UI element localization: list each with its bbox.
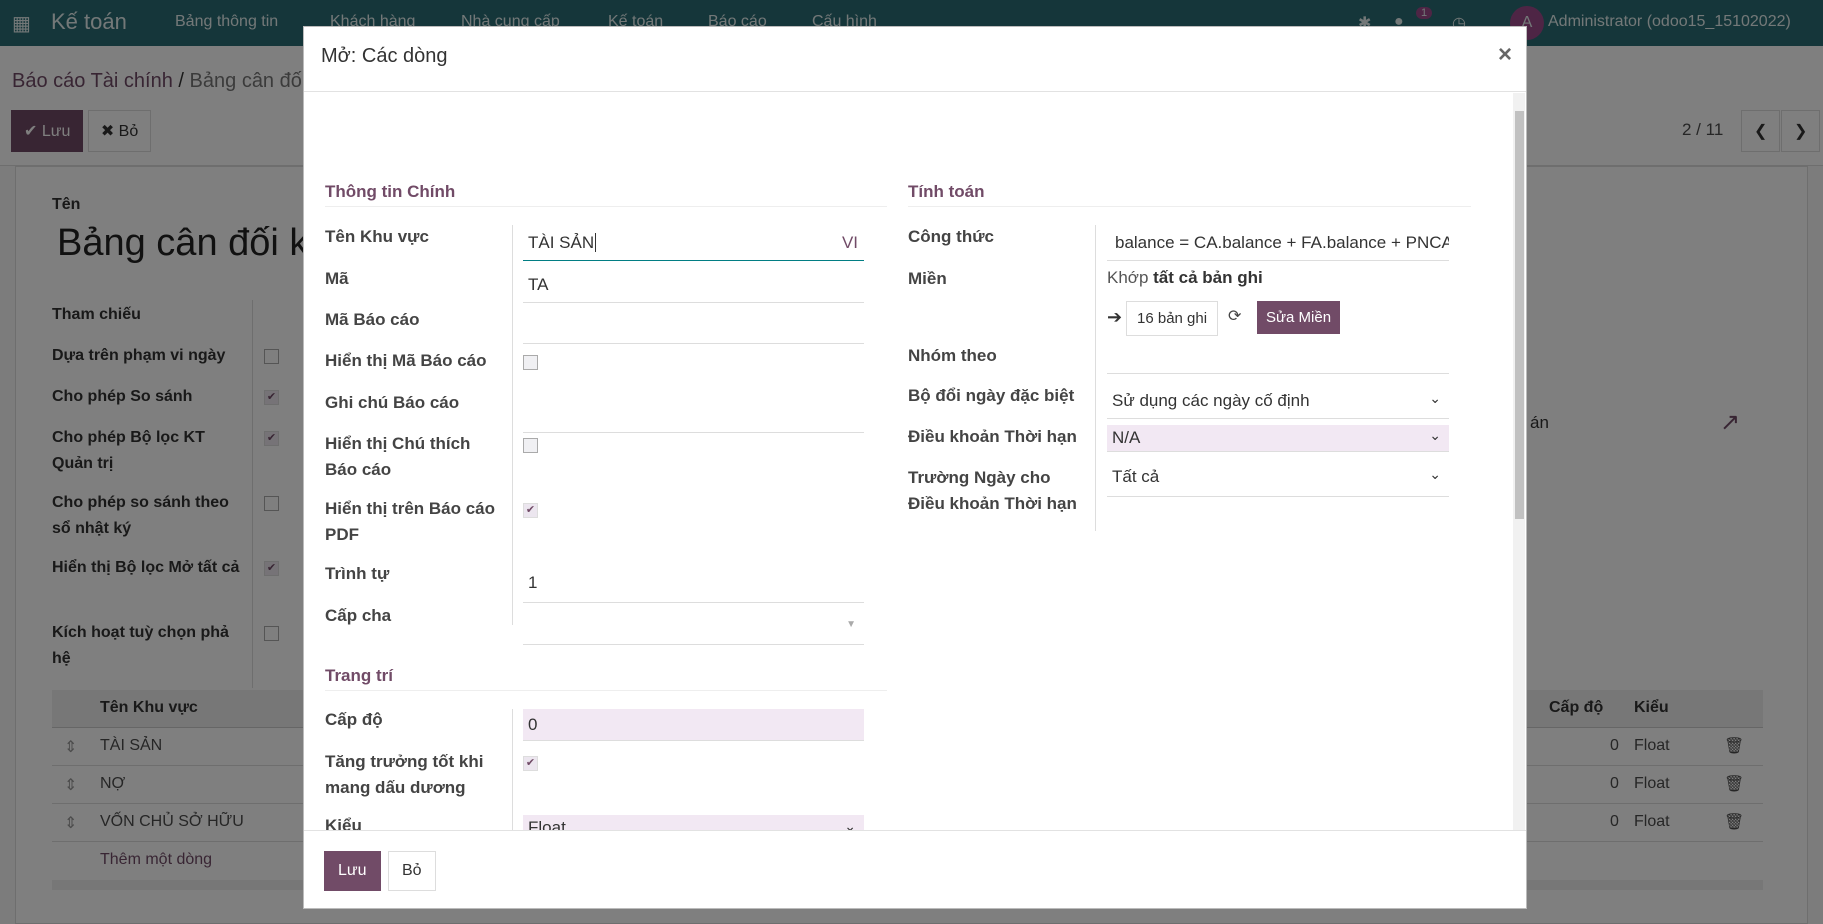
domain-match-text: Khớp [1107,268,1149,287]
field-label: Hiển thị Chú thích Báo cáo [325,434,471,479]
field-label: Tăng trưởng tốt khi mang dấu dương [325,752,484,797]
date-filter-value: Sử dụng các ngày cố định [1112,391,1310,410]
sequence-input[interactable]: 1 [523,563,864,603]
divider [512,225,513,625]
show-note-checkbox[interactable] [523,438,538,453]
scrollbar-thumb[interactable] [1515,111,1524,519]
name-input[interactable]: TÀI SẢN VI [523,225,864,261]
name-value: TÀI SẢN [528,233,595,252]
dialog-open-lines: Mở: Các dòng × Thông tin Chính Tên Khu v… [303,26,1527,909]
dialog-body: Thông tin Chính Tên Khu vực TÀI SẢN VI M… [304,93,1526,830]
chevron-down-icon: ⌄ [1429,390,1441,406]
report-code-input[interactable] [523,308,864,344]
divider [1095,225,1096,531]
refresh-icon[interactable]: ⟳ [1228,308,1242,325]
growth-checkbox[interactable]: ✔ [523,756,538,771]
show-code-checkbox[interactable] [523,355,538,370]
chevron-down-icon: ⌄ [1429,427,1441,443]
field-label: Công thức [908,227,994,246]
domain-records-button[interactable]: 16 bản ghi [1126,301,1219,336]
field-label: Ghi chú Báo cáo [325,393,460,412]
level-input[interactable]: 0 [523,709,864,741]
edit-domain-button[interactable]: Sửa Miền [1257,301,1341,334]
close-icon[interactable]: × [1497,41,1512,68]
section-main-info: Thông tin Chính [325,182,887,207]
chevron-down-icon: ⌄ [844,818,856,830]
section-decoration: Trang trí [325,666,887,691]
language-button[interactable]: VI [841,233,858,252]
field-label: Điều khoản Thời hạn [908,427,1077,446]
dialog-save-button[interactable]: Lưu [324,851,381,891]
payment-term-value: N/A [1112,428,1141,447]
field-label: Bộ đổi ngày đặc biệt [908,386,1075,405]
show-pdf-checkbox[interactable]: ✔ [523,503,538,518]
dialog-footer: Lưu Bỏ [304,830,1526,908]
dialog-header: Mở: Các dòng × [304,27,1526,92]
field-label: Nhóm theo [908,346,997,365]
date-filter-select[interactable]: Sử dụng các ngày cố định ⌄ [1107,383,1449,419]
field-label: Mã [325,269,349,288]
field-label: Trình tự [325,564,390,583]
domain-summary: Khớp tất cả bản ghi [1107,268,1263,288]
field-label: Mã Báo cáo [325,310,420,329]
date-field-select[interactable]: Tất cả ⌄ [1107,459,1449,497]
date-field-value: Tất cả [1112,467,1160,486]
field-label: Cấp cha [325,606,392,625]
type-select[interactable]: Float ⌄ [523,815,864,830]
chevron-down-icon: ⌄ [1429,466,1441,482]
groupby-input[interactable] [1107,334,1449,374]
divider [512,709,513,830]
section-computation: Tính toán [908,182,1471,207]
domain-match-bold: tất cả bản ghi [1153,268,1263,287]
code-input[interactable]: TA [523,267,864,303]
dialog-discard-button[interactable]: Bỏ [388,851,436,891]
dialog-title: Mở: Các dòng [321,45,448,67]
caret-down-icon: ▼ [846,619,856,630]
note-input[interactable] [523,391,864,433]
formula-input[interactable]: balance = CA.balance + FA.balance + PNCA… [1107,225,1449,261]
type-value: Float [528,818,566,830]
field-label: Cấp độ [325,710,383,729]
field-label: Tên Khu vực [325,227,429,246]
arrow-right-icon: ➔ [1107,307,1123,327]
parent-select[interactable]: ▼ [523,605,864,645]
field-label: Miền [908,269,947,288]
payment-term-select[interactable]: N/A ⌄ [1107,425,1449,452]
field-label: Trường Ngày cho Điều khoản Thời hạn [908,468,1077,513]
field-label: Hiển thị Mã Báo cáo [325,351,487,370]
field-label: Hiển thị trên Báo cáo PDF [325,499,496,544]
field-label: Kiểu [325,816,362,830]
